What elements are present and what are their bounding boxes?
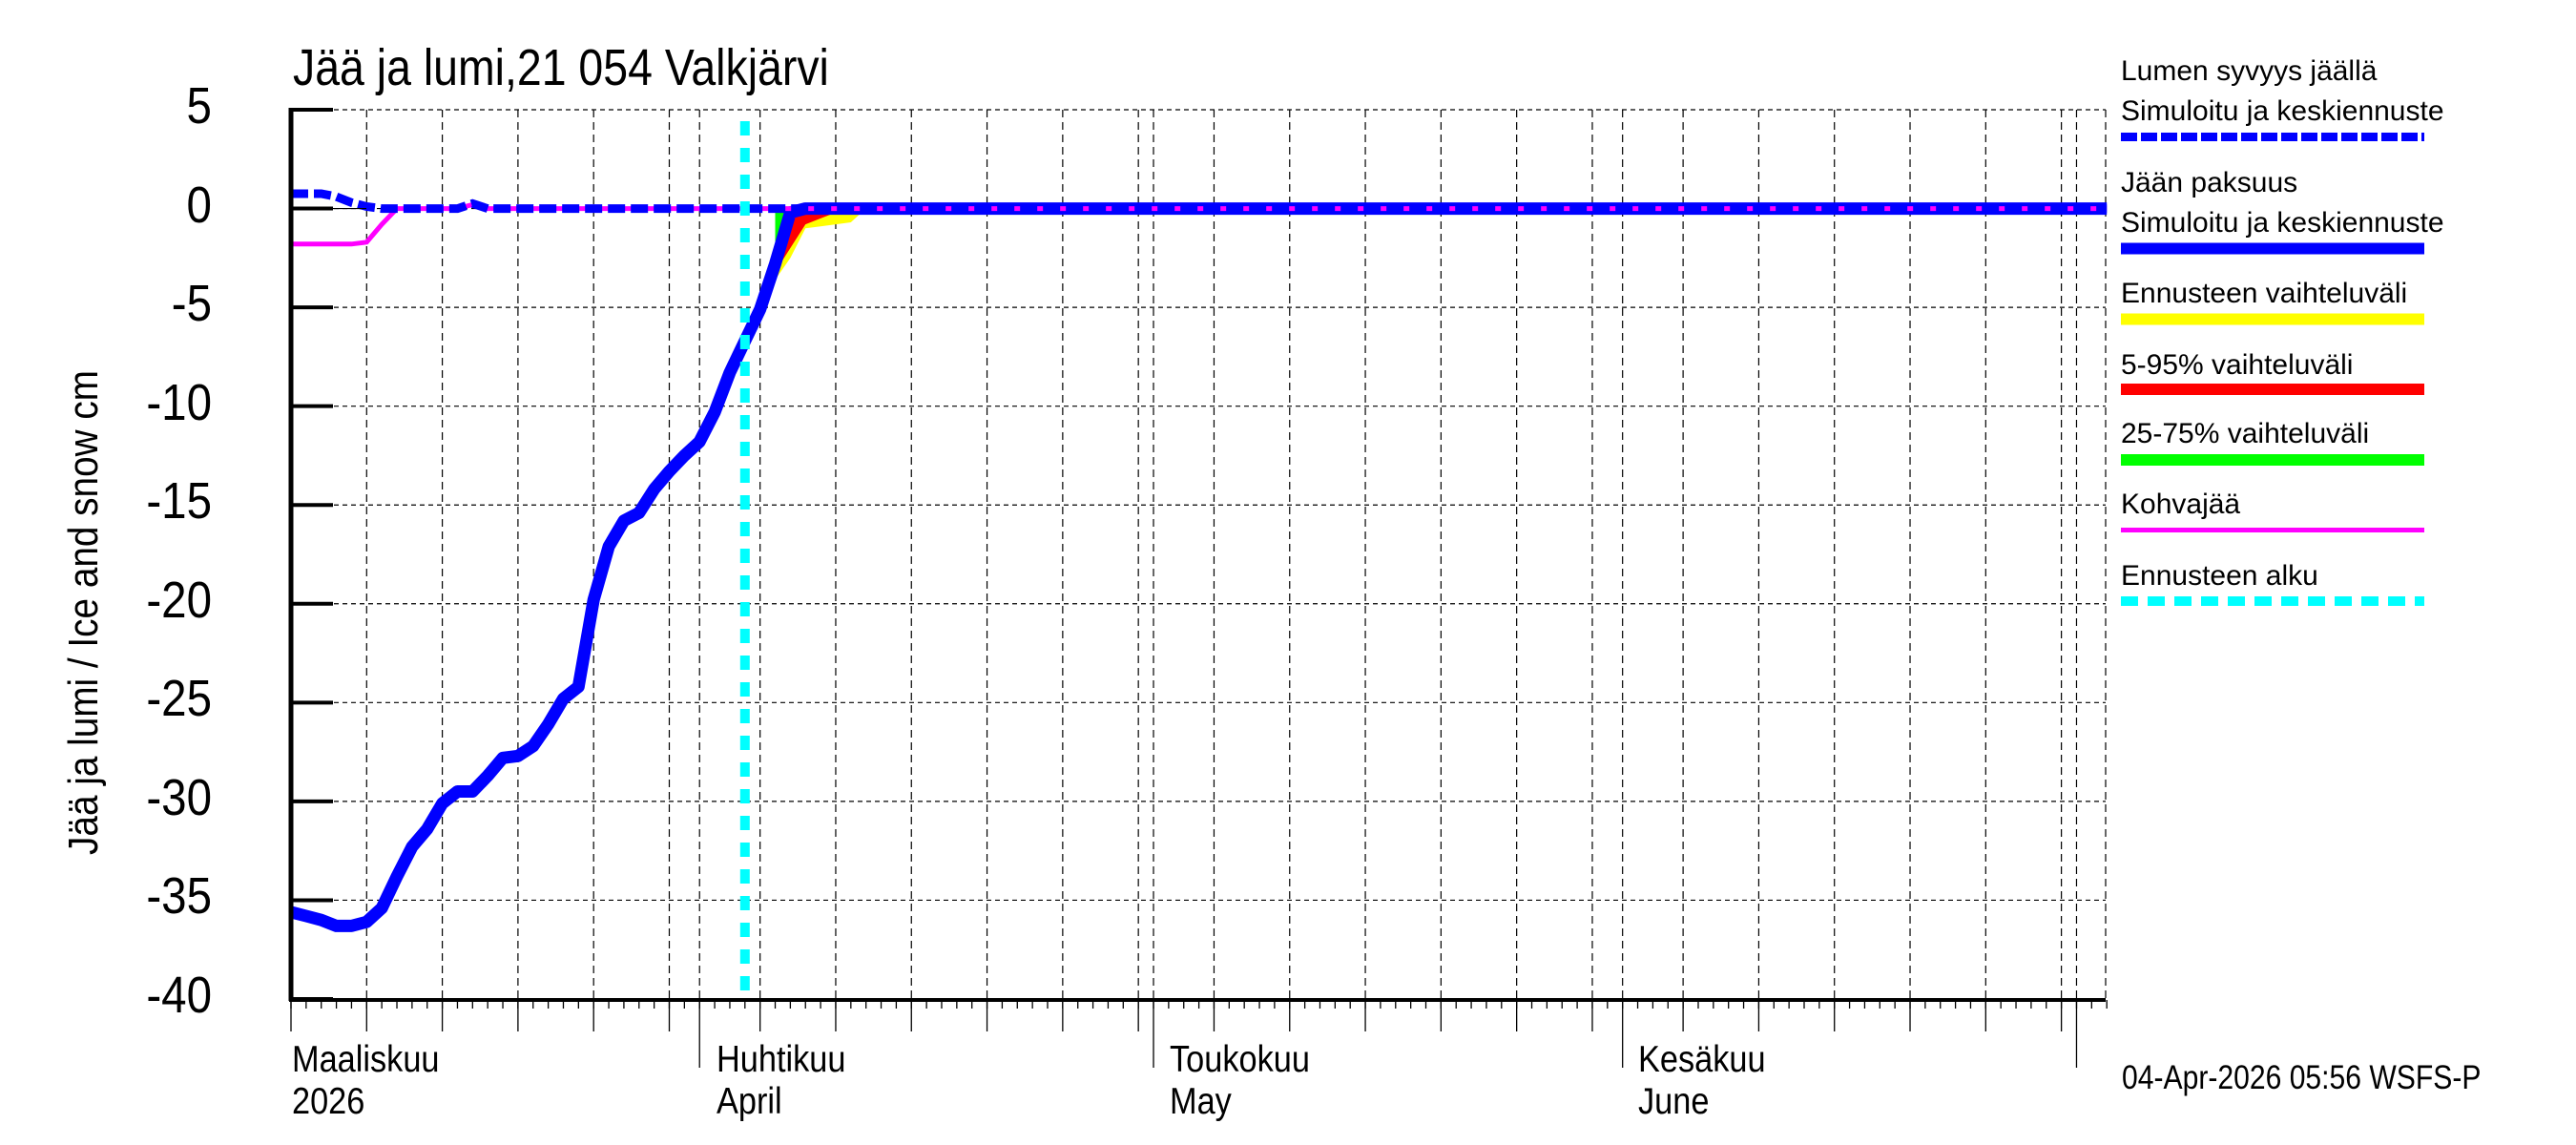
chart-title: Jää ja lumi,21 054 Valkjärvi	[293, 39, 829, 96]
y-tick-label: 5	[186, 77, 212, 135]
grid-lines	[290, 109, 2107, 1000]
legend-snow-subtitle: Simuloitu ja keskiennuste	[2121, 95, 2444, 127]
x-label-june-fi: Kesäkuu	[1638, 1039, 1766, 1080]
data-series	[289, 121, 2108, 999]
y-tick-label: -35	[146, 867, 212, 926]
y-tick-label: -10	[146, 373, 212, 431]
x-label-april-en: April	[717, 1081, 782, 1122]
y-tick-label: -5	[171, 275, 212, 333]
legend-p25-75: 25-75% vaihteluväli	[2121, 418, 2370, 449]
timestamp: 04-Apr-2026 05:56 WSFS-P	[2122, 1059, 2482, 1096]
y-tick-label: -20	[146, 571, 212, 629]
x-label-march-year: 2026	[292, 1081, 365, 1122]
y-tick-label: -25	[146, 670, 212, 728]
x-label-june-en: June	[1638, 1081, 1710, 1122]
legend-snow-title: Lumen syvyys jäällä	[2121, 55, 2378, 87]
x-label-april-fi: Huhtikuu	[717, 1039, 846, 1080]
x-label-may-fi: Toukokuu	[1170, 1039, 1310, 1080]
legend-swatches	[2121, 133, 2424, 606]
y-tick-label: 0	[186, 176, 212, 234]
y-tick-label: -15	[146, 472, 212, 531]
y-tick-label: -30	[146, 768, 212, 826]
y-tick-label: -40	[146, 967, 212, 1024]
legend-p5-95: 5-95% vaihteluväli	[2121, 349, 2354, 381]
x-label-march: Maaliskuu	[292, 1039, 440, 1080]
legend-forecast-range: Ennusteen vaihteluväli	[2121, 278, 2408, 309]
legend-slush-ice: Kohvajää	[2121, 489, 2241, 520]
legend-ice-title: Jään paksuus	[2121, 167, 2298, 198]
legend-forecast-start: Ennusteen alku	[2121, 560, 2318, 592]
x-label-may-en: May	[1170, 1081, 1232, 1122]
axes	[288, 108, 2108, 1068]
legend-ice-subtitle: Simuloitu ja keskiennuste	[2121, 207, 2444, 239]
